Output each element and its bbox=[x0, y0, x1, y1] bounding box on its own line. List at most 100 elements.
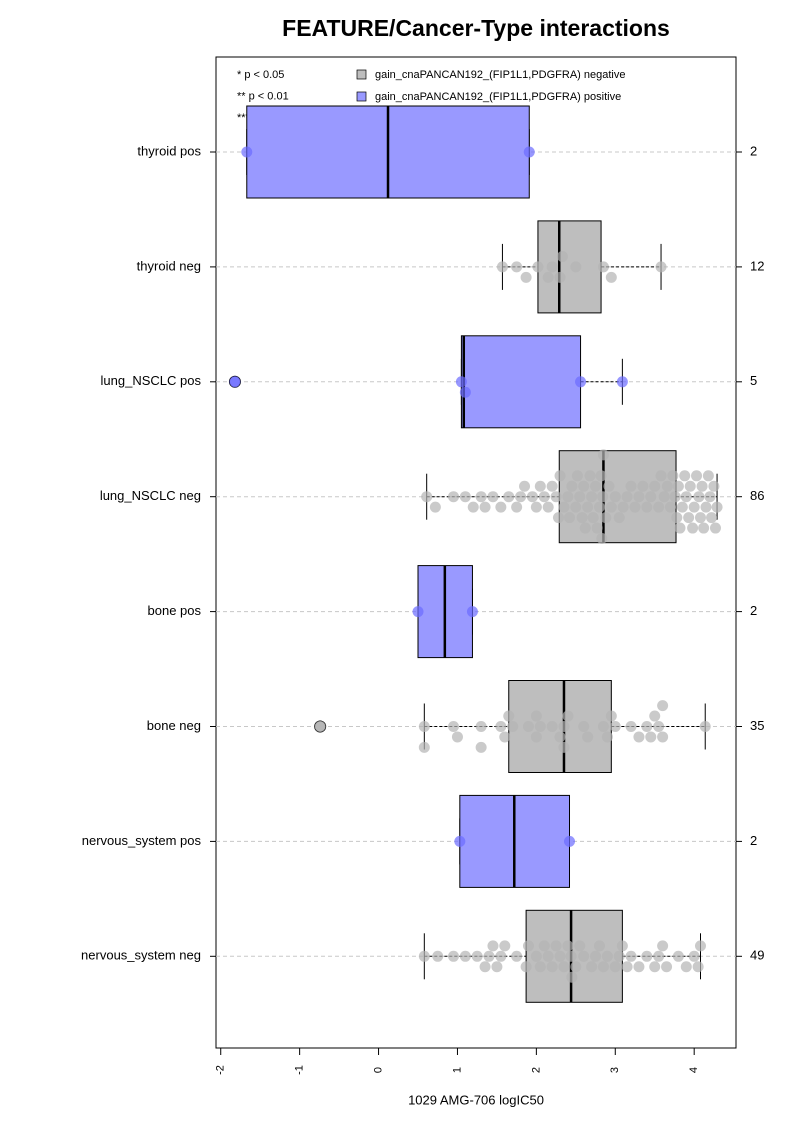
data-point bbox=[633, 491, 645, 503]
data-point bbox=[601, 731, 613, 743]
data-point bbox=[542, 501, 554, 513]
y-tick-label: lung_NSCLC pos bbox=[101, 373, 202, 388]
data-point bbox=[667, 470, 679, 482]
data-point bbox=[459, 386, 471, 398]
box-group bbox=[241, 105, 535, 199]
data-point bbox=[692, 961, 704, 973]
data-point bbox=[564, 512, 576, 524]
data-point bbox=[534, 961, 546, 973]
data-point bbox=[621, 491, 633, 503]
data-point bbox=[629, 501, 641, 513]
data-point bbox=[522, 721, 534, 732]
data-point bbox=[609, 721, 621, 732]
data-point bbox=[554, 470, 566, 482]
data-point bbox=[558, 741, 570, 753]
data-point bbox=[672, 480, 684, 492]
data-point bbox=[578, 480, 590, 492]
data-point bbox=[645, 731, 657, 743]
data-point bbox=[575, 376, 587, 388]
x-tick-label: 0 bbox=[372, 1067, 384, 1073]
data-point bbox=[679, 470, 691, 482]
data-point bbox=[538, 491, 550, 503]
data-point bbox=[616, 940, 628, 952]
data-point bbox=[421, 491, 433, 503]
data-point bbox=[605, 271, 617, 283]
data-point bbox=[566, 971, 578, 983]
data-point bbox=[534, 480, 546, 492]
data-point bbox=[593, 501, 605, 513]
data-point bbox=[702, 470, 714, 482]
data-point bbox=[637, 480, 649, 492]
y-tick-label: bone pos bbox=[148, 603, 202, 618]
x-tick-label: 3 bbox=[609, 1067, 621, 1073]
data-point bbox=[511, 950, 523, 962]
significance-note: * p < 0.05 bbox=[237, 69, 284, 81]
data-point bbox=[429, 501, 441, 513]
data-point bbox=[455, 376, 467, 388]
data-point bbox=[558, 501, 570, 513]
data-point bbox=[520, 961, 532, 973]
data-point bbox=[579, 522, 591, 534]
data-point bbox=[229, 376, 241, 388]
data-point bbox=[554, 731, 566, 743]
data-point bbox=[653, 950, 665, 962]
data-point bbox=[696, 480, 708, 492]
box-group bbox=[496, 220, 667, 314]
y-tick-label: thyroid neg bbox=[137, 258, 201, 273]
data-point bbox=[582, 501, 594, 513]
data-point bbox=[649, 710, 661, 722]
count-label: 49 bbox=[750, 948, 764, 963]
data-point bbox=[655, 470, 667, 482]
data-point bbox=[495, 950, 507, 962]
data-point bbox=[687, 522, 699, 534]
data-point bbox=[566, 480, 578, 492]
data-point bbox=[503, 710, 515, 722]
data-point bbox=[709, 522, 721, 534]
data-point bbox=[562, 710, 574, 722]
data-point bbox=[483, 950, 495, 962]
data-point bbox=[665, 501, 677, 513]
data-point bbox=[552, 512, 564, 524]
data-point bbox=[587, 512, 599, 524]
y-tick-label: nervous_system pos bbox=[82, 833, 202, 848]
chart-title: FEATURE/Cancer-Type interactions bbox=[282, 15, 670, 41]
data-point bbox=[688, 950, 700, 962]
data-point bbox=[530, 501, 542, 513]
count-label: 5 bbox=[750, 373, 757, 388]
data-point bbox=[704, 491, 716, 503]
data-point bbox=[542, 271, 554, 283]
data-point bbox=[680, 491, 692, 503]
x-tick-label: -2 bbox=[215, 1065, 227, 1075]
data-point bbox=[448, 721, 460, 732]
data-point bbox=[570, 501, 582, 513]
y-tick-label: lung_NSCLC neg bbox=[100, 488, 201, 503]
data-point bbox=[550, 491, 562, 503]
data-point bbox=[591, 522, 603, 534]
data-point bbox=[565, 950, 577, 962]
data-point bbox=[499, 940, 511, 952]
box-group bbox=[412, 565, 478, 659]
x-axis-label: 1029 AMG-706 logIC50 bbox=[408, 1092, 544, 1107]
data-point bbox=[479, 961, 491, 973]
data-point bbox=[479, 501, 491, 513]
data-point bbox=[562, 940, 574, 952]
data-point bbox=[487, 491, 499, 503]
data-point bbox=[496, 261, 508, 273]
data-point bbox=[657, 731, 669, 743]
data-point bbox=[522, 940, 534, 952]
plot-frame bbox=[215, 56, 737, 1049]
data-point bbox=[418, 721, 430, 732]
data-point bbox=[530, 710, 542, 722]
data-point bbox=[590, 480, 602, 492]
data-point bbox=[596, 533, 608, 544]
data-point bbox=[691, 470, 703, 482]
box-group bbox=[228, 335, 628, 429]
data-point bbox=[532, 261, 544, 273]
data-point bbox=[511, 501, 523, 513]
count-label: 86 bbox=[750, 488, 764, 503]
x-tick-label: 4 bbox=[688, 1067, 700, 1073]
data-point bbox=[641, 721, 653, 732]
data-point bbox=[708, 480, 720, 492]
data-point bbox=[412, 606, 424, 618]
data-point bbox=[633, 731, 645, 743]
